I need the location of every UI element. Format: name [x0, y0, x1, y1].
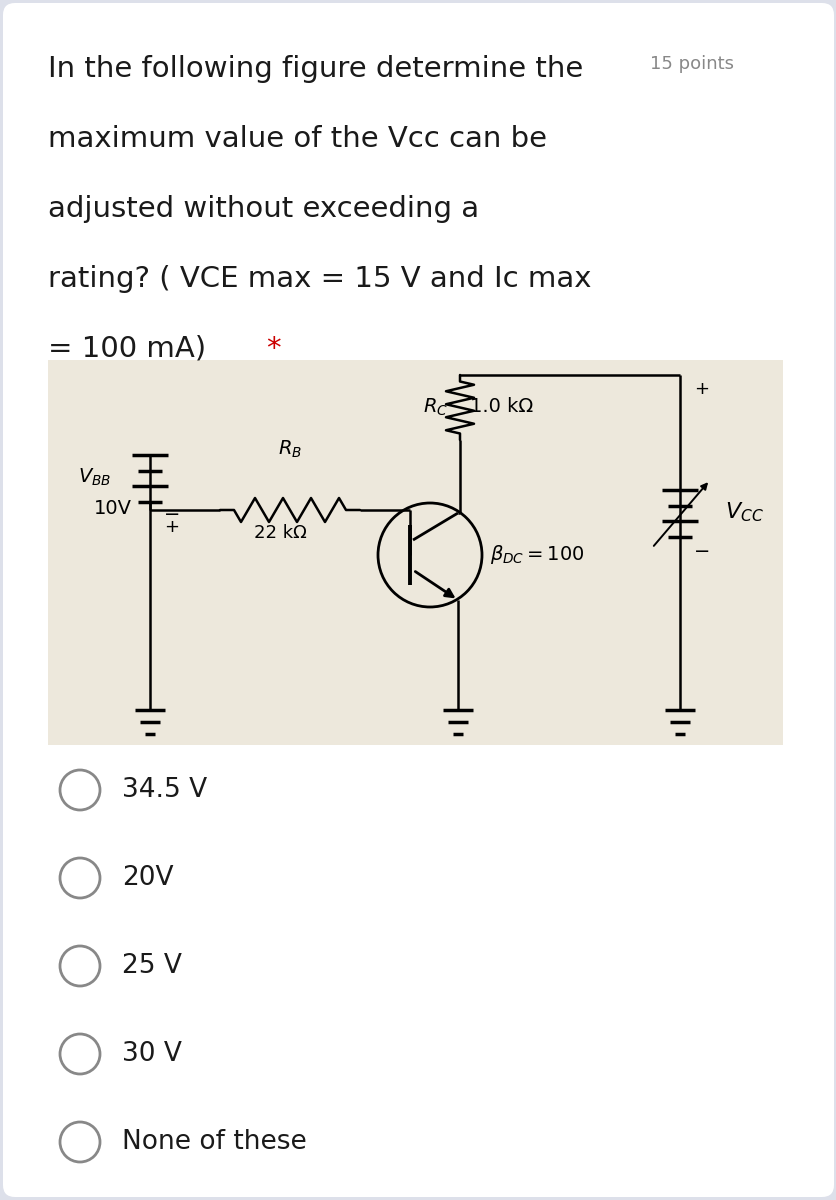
- Text: adjusted without exceeding a: adjusted without exceeding a: [48, 194, 478, 223]
- Text: 30 V: 30 V: [122, 1040, 181, 1067]
- Text: maximum value of the Vcc can be: maximum value of the Vcc can be: [48, 125, 547, 152]
- Text: 22 kΩ: 22 kΩ: [253, 524, 306, 542]
- Text: $R_C$: $R_C$: [422, 396, 447, 418]
- Text: $V_{CC}$: $V_{CC}$: [724, 500, 763, 523]
- Text: 1.0 kΩ: 1.0 kΩ: [470, 397, 533, 416]
- Text: $R_B$: $R_B$: [278, 439, 302, 460]
- Text: *: *: [266, 335, 280, 362]
- Text: 25 V: 25 V: [122, 953, 181, 979]
- Text: 20V: 20V: [122, 865, 173, 890]
- Text: −: −: [693, 542, 710, 560]
- Text: 10V: 10V: [94, 499, 132, 518]
- Text: 15 points: 15 points: [650, 55, 733, 73]
- Text: +: +: [693, 380, 708, 398]
- Text: $\beta_{DC} = 100$: $\beta_{DC} = 100$: [489, 544, 584, 566]
- Text: 34.5 V: 34.5 V: [122, 778, 206, 803]
- Text: None of these: None of these: [122, 1129, 306, 1154]
- Text: rating? ( VCE max = 15 V and Ic max: rating? ( VCE max = 15 V and Ic max: [48, 265, 591, 293]
- Text: = 100 mA): = 100 mA): [48, 335, 215, 362]
- Text: In the following figure determine the: In the following figure determine the: [48, 55, 583, 83]
- Text: $V_{BB}$: $V_{BB}$: [78, 467, 111, 488]
- FancyBboxPatch shape: [48, 360, 782, 745]
- FancyBboxPatch shape: [3, 2, 833, 1198]
- Text: −: −: [164, 505, 181, 524]
- Text: +: +: [164, 518, 179, 536]
